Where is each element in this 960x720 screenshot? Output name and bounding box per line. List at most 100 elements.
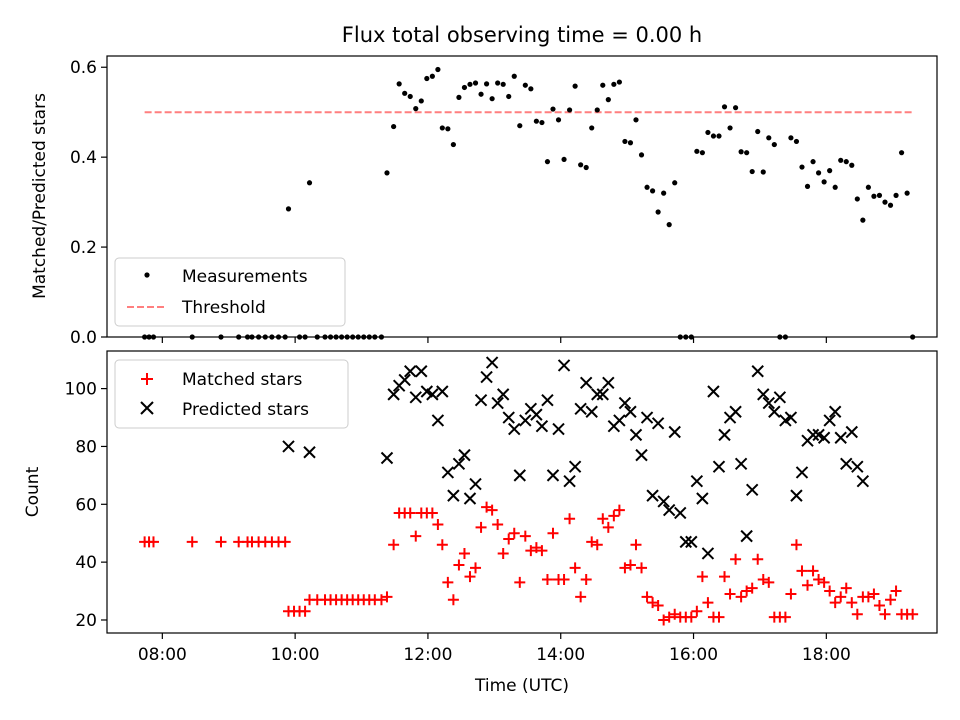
matched-stars-point [779, 611, 791, 623]
measurement-point [378, 334, 385, 340]
matched-stars-point [388, 539, 400, 551]
measurement-point [322, 334, 328, 340]
predicted-stars-point [629, 428, 643, 442]
matched-stars-point [591, 539, 603, 551]
measurement-point [688, 334, 694, 340]
matched-stars-point [624, 559, 636, 571]
measurement-point [843, 159, 849, 165]
matched-stars-point [299, 605, 311, 617]
measurement-point [396, 81, 402, 87]
measurement-point [456, 94, 462, 100]
predicted-stars-point [795, 466, 809, 479]
predicted-stars-point [624, 405, 637, 418]
matched-stars-point [602, 521, 614, 533]
predicted-stars-point [651, 417, 665, 430]
x-axis-label: Time (UTC) [474, 676, 569, 696]
matched-stars-point [436, 539, 448, 551]
predicted-stars-point [856, 474, 870, 488]
measurement-point [810, 159, 816, 165]
x-tick-label: 18:00 [802, 645, 851, 665]
matched-stars-legend-marker [141, 373, 153, 385]
measurement-point [672, 180, 678, 186]
measurement-point [506, 93, 512, 100]
predicted-stars-point [491, 396, 504, 410]
matched-stars-point [757, 573, 769, 585]
predicted-stars-point [579, 376, 593, 390]
measurement-point [893, 192, 899, 198]
measurement-point [766, 135, 772, 141]
bottom-y-axis-ticks: 20 40 60 80 100 [65, 380, 107, 631]
predicted-stars-point [398, 373, 411, 387]
predicted-stars-point [712, 460, 726, 473]
measurement-point [435, 66, 441, 73]
predicted-stars-point [519, 414, 532, 427]
matched-stars-point [685, 611, 697, 623]
measurement-point [244, 334, 251, 340]
measurement-point [910, 334, 916, 340]
measurement-point [760, 169, 766, 175]
top-x-axis-ticks [161, 337, 827, 343]
matched-stars-point [724, 588, 736, 600]
measurement-point [638, 152, 645, 158]
matched-stars-point [475, 521, 487, 533]
bottom-plot-frame [106, 350, 938, 634]
predicted-stars-point [696, 492, 709, 505]
measurement-point [799, 164, 805, 170]
measurement-point [539, 119, 545, 126]
matched-stars-point [846, 597, 858, 609]
predicted-stars-point [585, 405, 598, 418]
measurement-point [146, 334, 152, 340]
predicted-stars-point [552, 422, 565, 436]
measurement-point [269, 334, 275, 340]
measurement-point [721, 104, 728, 110]
measurement-point [605, 97, 611, 103]
predicted-stars-point [679, 535, 692, 549]
matched-stars-point [619, 562, 631, 574]
matched-stars-point [586, 536, 598, 548]
matched-stars-point [890, 585, 902, 597]
measurement-point [285, 206, 292, 212]
predicted-stars-point [496, 388, 510, 401]
predicted-stars-point [690, 474, 704, 488]
predicted-stars-point [409, 391, 422, 404]
measurement-point [461, 84, 468, 91]
predicted-stars-point [668, 425, 681, 439]
matched-stars-point [432, 519, 444, 531]
predicted-stars-point [513, 469, 526, 482]
matched-stars-point [519, 530, 531, 542]
predicted-stars-point [840, 457, 853, 471]
measurement-point [344, 334, 350, 340]
matched-stars-point [215, 536, 227, 548]
top-y-tick-label: 0.6 [70, 58, 97, 78]
predicted-stars-point [535, 419, 549, 433]
matched-stars-point [597, 513, 609, 525]
measurement-point [218, 334, 224, 340]
matched-stars-point [580, 573, 592, 585]
predicted-stars-legend-label: Predicted stars [182, 400, 309, 420]
matched-stars-point [608, 510, 620, 522]
measurement-point [384, 170, 390, 176]
predicted-stars-point [596, 388, 609, 401]
predicted-stars-point [773, 391, 787, 404]
predicted-stars-point [734, 457, 748, 471]
predicted-stars-point [452, 457, 466, 471]
measurement-point [871, 193, 877, 199]
matched-stars-point [691, 605, 703, 617]
measurement-point [355, 334, 361, 340]
matched-stars-point [802, 579, 814, 591]
measurement-point [782, 334, 788, 340]
matched-stars-point [514, 576, 526, 588]
predicted-stars-point [415, 365, 428, 378]
matched-stars-point [796, 565, 808, 577]
measurement-point [876, 192, 883, 198]
top-y-tick-label: 0.4 [70, 148, 97, 168]
predicted-stars-point [530, 408, 543, 421]
measurement-point [827, 168, 833, 174]
matched-stars-point [713, 611, 725, 623]
matched-stars-point [873, 600, 885, 612]
matched-stars-point [868, 588, 880, 600]
matched-stars-point [696, 571, 708, 583]
measurement-point [150, 334, 157, 340]
measurement-point [583, 164, 589, 171]
